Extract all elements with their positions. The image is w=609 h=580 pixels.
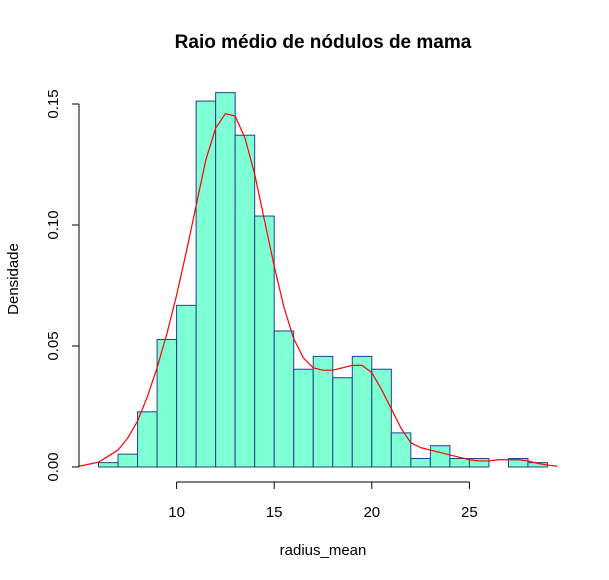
histogram-bar bbox=[332, 377, 353, 468]
histogram-bar bbox=[351, 355, 373, 468]
histogram-bar bbox=[117, 453, 139, 468]
histogram-bar bbox=[234, 134, 256, 468]
histogram-bar bbox=[195, 100, 217, 468]
bars-layer bbox=[98, 92, 548, 468]
x-tick-label: 15 bbox=[266, 504, 283, 521]
y-tick-label: 0.10 bbox=[45, 210, 62, 239]
density-curve bbox=[78, 113, 558, 467]
histogram-bar bbox=[390, 432, 412, 468]
y-tick-label: 0.05 bbox=[45, 331, 62, 360]
x-tick-label: 10 bbox=[168, 504, 185, 521]
x-axis: 10 15 20 25 bbox=[168, 481, 478, 521]
histogram-bar bbox=[429, 445, 451, 468]
histogram-bar bbox=[312, 355, 334, 468]
y-tick-label: 0.00 bbox=[45, 452, 62, 481]
x-tick-label: 20 bbox=[363, 504, 380, 521]
histogram-bar bbox=[273, 330, 295, 468]
x-tick-label: 25 bbox=[461, 504, 478, 521]
histogram-bar bbox=[137, 411, 158, 468]
histogram-bar bbox=[293, 368, 314, 468]
histogram-bar bbox=[410, 458, 431, 468]
density-curve-layer bbox=[78, 113, 558, 467]
histogram-bar bbox=[371, 368, 392, 468]
x-axis-label: radius_mean bbox=[280, 542, 367, 559]
chart-title: Raio médio de nódulos de mama bbox=[175, 32, 472, 53]
histogram-bar bbox=[468, 458, 490, 468]
y-axis-label: Densidade bbox=[5, 243, 22, 315]
y-tick-label: 0.15 bbox=[45, 89, 62, 118]
histogram-bar bbox=[449, 458, 470, 468]
histogram-bar bbox=[98, 462, 119, 468]
y-axis: 0.00 0.05 0.10 0.15 bbox=[45, 89, 80, 482]
histogram-bar bbox=[215, 92, 236, 468]
histogram-bar bbox=[176, 304, 197, 468]
